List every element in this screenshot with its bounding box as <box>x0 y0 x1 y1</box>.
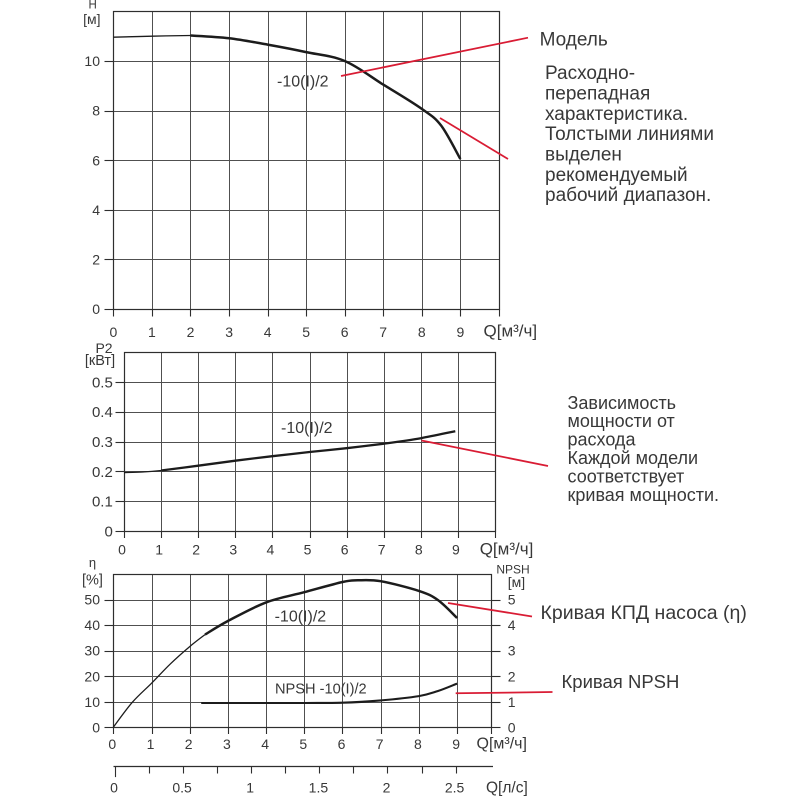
svg-text:1: 1 <box>147 736 155 752</box>
svg-text:2: 2 <box>92 252 100 268</box>
svg-text:кривая мощности.: кривая мощности. <box>568 485 720 505</box>
svg-text:перепадная: перепадная <box>545 84 650 105</box>
svg-text:6: 6 <box>92 152 100 168</box>
svg-text:20: 20 <box>84 668 100 684</box>
svg-text:[м]: [м] <box>508 574 525 590</box>
svg-text:Q[м³/ч]: Q[м³/ч] <box>477 736 527 753</box>
svg-text:Q[л/с]: Q[л/с] <box>486 779 528 796</box>
svg-text:0.5: 0.5 <box>92 374 113 391</box>
svg-text:30: 30 <box>84 643 100 659</box>
svg-text:0.4: 0.4 <box>92 404 113 421</box>
svg-text:соответствует: соответствует <box>568 466 685 486</box>
svg-text:9: 9 <box>452 736 460 752</box>
svg-text:[%]: [%] <box>82 572 103 588</box>
svg-text:Расходно-: Расходно- <box>545 63 635 84</box>
svg-text:4: 4 <box>267 542 275 558</box>
svg-text:7: 7 <box>378 542 386 558</box>
svg-text:Зависимость: Зависимость <box>568 393 677 413</box>
svg-text:6: 6 <box>341 324 349 340</box>
svg-text:1.5: 1.5 <box>309 780 329 796</box>
svg-text:5: 5 <box>299 736 307 752</box>
svg-text:[м]: [м] <box>83 11 100 27</box>
svg-text:2: 2 <box>187 324 195 340</box>
svg-text:3: 3 <box>508 643 516 659</box>
svg-text:2: 2 <box>383 780 391 796</box>
svg-text:40: 40 <box>84 617 100 633</box>
svg-text:P2: P2 <box>95 340 112 356</box>
svg-text:выделен: выделен <box>545 144 622 165</box>
svg-text:5: 5 <box>302 324 310 340</box>
svg-text:0: 0 <box>92 719 100 735</box>
svg-text:6: 6 <box>341 542 349 558</box>
svg-text:1: 1 <box>246 780 254 796</box>
svg-text:4: 4 <box>264 324 272 340</box>
svg-text:0: 0 <box>104 523 112 540</box>
svg-text:5: 5 <box>508 592 516 608</box>
svg-text:расхода: расхода <box>568 430 637 450</box>
svg-text:1: 1 <box>155 542 163 558</box>
svg-text:3: 3 <box>225 324 233 340</box>
svg-text:0: 0 <box>108 736 116 752</box>
svg-text:6: 6 <box>338 736 346 752</box>
svg-text:NPSH -10(I)/2: NPSH -10(I)/2 <box>275 682 367 698</box>
svg-text:0: 0 <box>118 542 126 558</box>
svg-text:0.3: 0.3 <box>92 434 113 451</box>
svg-text:H: H <box>89 0 97 12</box>
svg-text:4: 4 <box>261 736 269 752</box>
svg-text:1: 1 <box>148 324 156 340</box>
svg-text:Q[м³/ч]: Q[м³/ч] <box>484 322 538 341</box>
svg-text:0: 0 <box>92 301 100 317</box>
svg-text:Q[м³/ч]: Q[м³/ч] <box>480 539 534 558</box>
svg-text:Толстыми линиями: Толстыми линиями <box>545 124 714 145</box>
svg-text:0.2: 0.2 <box>92 464 113 481</box>
svg-text:3: 3 <box>229 542 237 558</box>
svg-text:7: 7 <box>379 324 387 340</box>
svg-text:3: 3 <box>223 736 231 752</box>
svg-text:4: 4 <box>508 617 516 633</box>
svg-text:10: 10 <box>84 53 100 69</box>
svg-text:0: 0 <box>508 719 516 735</box>
svg-text:-10(I)/2: -10(I)/2 <box>275 609 327 626</box>
svg-text:2: 2 <box>192 542 200 558</box>
svg-text:9: 9 <box>452 542 460 558</box>
svg-text:2.5: 2.5 <box>445 780 465 796</box>
svg-text:4: 4 <box>92 202 100 218</box>
svg-text:Каждой модели: Каждой модели <box>568 448 699 468</box>
svg-text:9: 9 <box>457 324 465 340</box>
svg-text:рабочий диапазон.: рабочий диапазон. <box>545 185 711 206</box>
svg-text:8: 8 <box>92 103 100 119</box>
svg-text:7: 7 <box>376 736 384 752</box>
svg-text:0.1: 0.1 <box>92 494 113 511</box>
svg-text:-10(I)/2: -10(I)/2 <box>277 74 329 91</box>
svg-text:10: 10 <box>84 694 100 710</box>
svg-text:мощности от: мощности от <box>568 411 675 431</box>
svg-text:1: 1 <box>508 694 516 710</box>
svg-text:характеристика.: характеристика. <box>545 104 688 125</box>
svg-text:[кВт]: [кВт] <box>85 353 115 369</box>
svg-text:NPSH: NPSH <box>496 563 529 577</box>
svg-text:0: 0 <box>110 324 118 340</box>
svg-text:Кривая КПД насоса (η): Кривая КПД насоса (η) <box>541 602 747 624</box>
svg-text:рекомендуемый: рекомендуемый <box>545 165 688 186</box>
svg-text:-10(I)/2: -10(I)/2 <box>281 420 333 437</box>
svg-text:Модель: Модель <box>540 30 608 51</box>
svg-text:2: 2 <box>508 668 516 684</box>
svg-text:Кривая NPSH: Кривая NPSH <box>562 671 680 692</box>
svg-text:8: 8 <box>418 324 426 340</box>
svg-text:5: 5 <box>304 542 312 558</box>
svg-text:8: 8 <box>415 542 423 558</box>
svg-text:0: 0 <box>110 780 118 796</box>
svg-text:8: 8 <box>414 736 422 752</box>
svg-text:50: 50 <box>84 592 100 608</box>
svg-text:2: 2 <box>185 736 193 752</box>
svg-text:0.5: 0.5 <box>172 780 192 796</box>
svg-text:η: η <box>89 555 96 570</box>
